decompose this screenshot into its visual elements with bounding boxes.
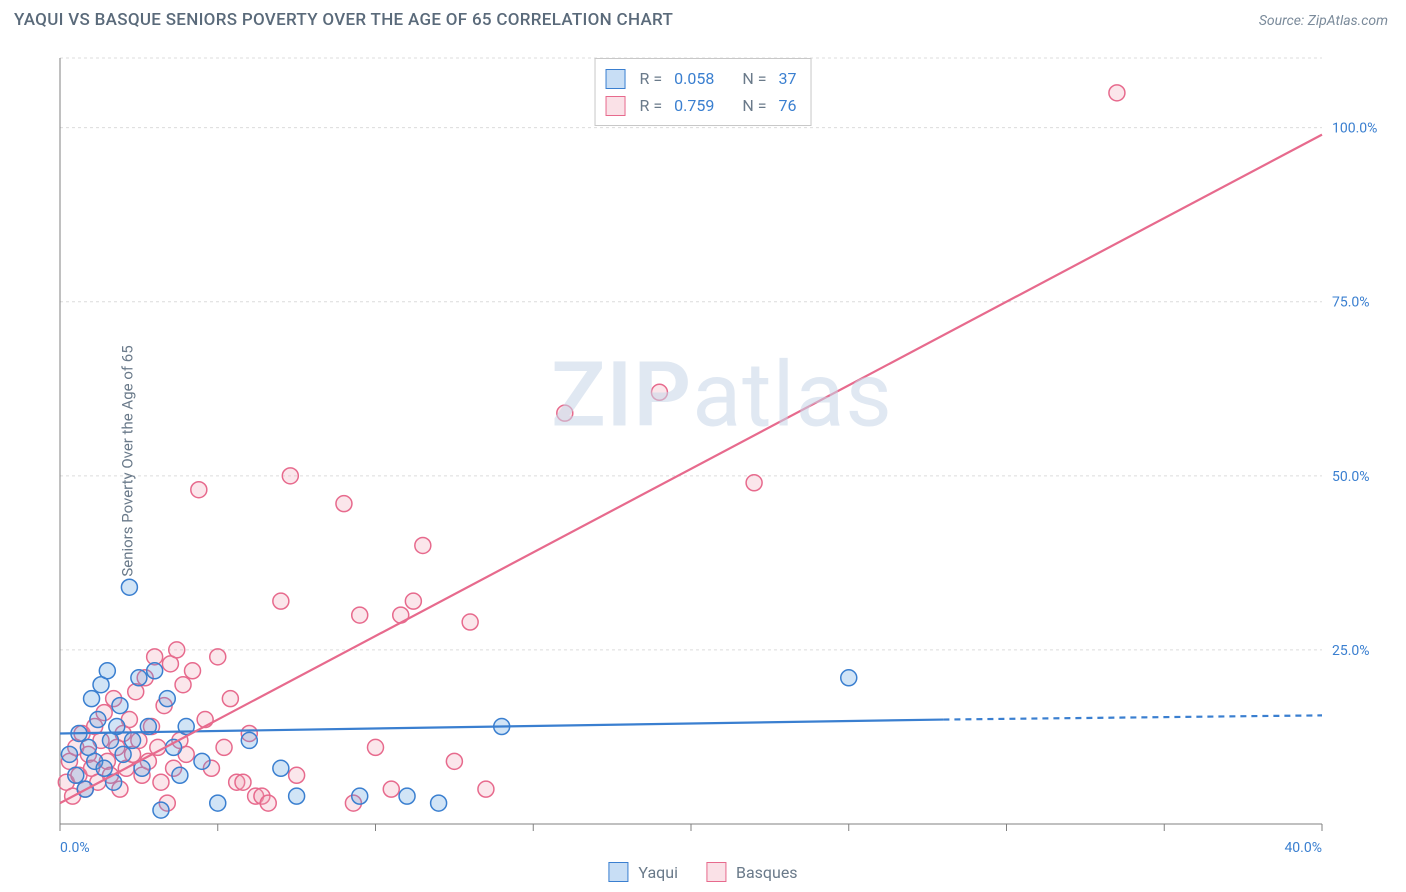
legend-swatch xyxy=(706,862,726,882)
scatter-point xyxy=(169,642,185,658)
series-legend: Yaqui Basques xyxy=(608,862,797,882)
scatter-point xyxy=(172,767,188,783)
trend-line xyxy=(60,135,1322,804)
scatter-chart: 0.0% 40.0% 25.0% 50.0% 75.0% 100.0% xyxy=(52,50,1392,872)
scatter-point xyxy=(175,677,191,693)
legend-swatch xyxy=(606,96,626,116)
scatter-point xyxy=(841,670,857,686)
scatter-point xyxy=(68,767,84,783)
y-axis-label: Seniors Poverty Over the Age of 65 xyxy=(119,345,137,576)
scatter-point xyxy=(99,663,115,679)
legend-label: Yaqui xyxy=(638,863,678,882)
scatter-point xyxy=(115,746,131,762)
r-value: 0.759 xyxy=(674,92,714,119)
scatter-point xyxy=(194,753,210,769)
scatter-point xyxy=(289,788,305,804)
scatter-point xyxy=(431,795,447,811)
scatter-point xyxy=(399,788,415,804)
scatter-point xyxy=(90,712,106,728)
svg-text:50.0%: 50.0% xyxy=(1332,469,1370,485)
scatter-point xyxy=(368,739,384,755)
plot-area: Seniors Poverty Over the Age of 65 ZIPat… xyxy=(52,50,1392,872)
svg-text:25.0%: 25.0% xyxy=(1332,643,1370,659)
legend-row: R = 0.058 N = 37 xyxy=(606,65,797,92)
scatter-point xyxy=(159,691,175,707)
scatter-point xyxy=(241,732,257,748)
r-value: 0.058 xyxy=(674,65,714,92)
scatter-point xyxy=(235,774,251,790)
scatter-point xyxy=(273,760,289,776)
legend-item: Basques xyxy=(706,862,798,882)
scatter-point xyxy=(210,649,226,665)
scatter-point xyxy=(352,607,368,623)
scatter-point xyxy=(273,593,289,609)
correlation-legend: R = 0.058 N = 37 R = 0.759 N = 76 xyxy=(595,58,812,126)
scatter-point xyxy=(383,781,399,797)
scatter-point xyxy=(185,663,201,679)
svg-text:75.0%: 75.0% xyxy=(1332,295,1370,311)
legend-swatch xyxy=(608,862,628,882)
n-value: 37 xyxy=(778,65,796,92)
scatter-point xyxy=(210,795,226,811)
scatter-point xyxy=(147,663,163,679)
legend-item: Yaqui xyxy=(608,862,678,882)
legend-swatch xyxy=(606,69,626,89)
legend-label: Basques xyxy=(736,863,798,882)
legend-row: R = 0.759 N = 76 xyxy=(606,92,797,119)
scatter-point xyxy=(405,593,421,609)
scatter-point xyxy=(462,614,478,630)
scatter-point xyxy=(222,691,238,707)
scatter-point xyxy=(153,774,169,790)
chart-title: YAQUI VS BASQUE SENIORS POVERTY OVER THE… xyxy=(14,10,673,30)
scatter-point xyxy=(1109,85,1125,101)
scatter-point xyxy=(96,760,112,776)
trend-line-extension xyxy=(943,715,1322,719)
r-label: R = xyxy=(640,92,663,119)
scatter-point xyxy=(446,753,462,769)
scatter-point xyxy=(153,802,169,818)
scatter-point xyxy=(557,405,573,421)
scatter-point xyxy=(131,670,147,686)
scatter-point xyxy=(478,781,494,797)
scatter-point xyxy=(260,795,276,811)
scatter-point xyxy=(289,767,305,783)
n-label: N = xyxy=(742,65,766,92)
scatter-point xyxy=(191,482,207,498)
scatter-point xyxy=(112,698,128,714)
scatter-point xyxy=(61,746,77,762)
scatter-point xyxy=(216,739,232,755)
scatter-point xyxy=(282,468,298,484)
scatter-point xyxy=(84,691,100,707)
svg-text:40.0%: 40.0% xyxy=(1284,840,1322,856)
scatter-point xyxy=(121,579,137,595)
scatter-point xyxy=(336,496,352,512)
r-label: R = xyxy=(640,65,663,92)
n-label: N = xyxy=(742,92,766,119)
svg-text:100.0%: 100.0% xyxy=(1332,121,1377,137)
scatter-point xyxy=(651,384,667,400)
scatter-point xyxy=(352,788,368,804)
n-value: 76 xyxy=(778,92,796,119)
source-label: Source: ZipAtlas.com xyxy=(1259,13,1388,29)
scatter-point xyxy=(125,732,141,748)
scatter-point xyxy=(415,537,431,553)
svg-text:0.0%: 0.0% xyxy=(60,840,90,856)
scatter-point xyxy=(746,475,762,491)
